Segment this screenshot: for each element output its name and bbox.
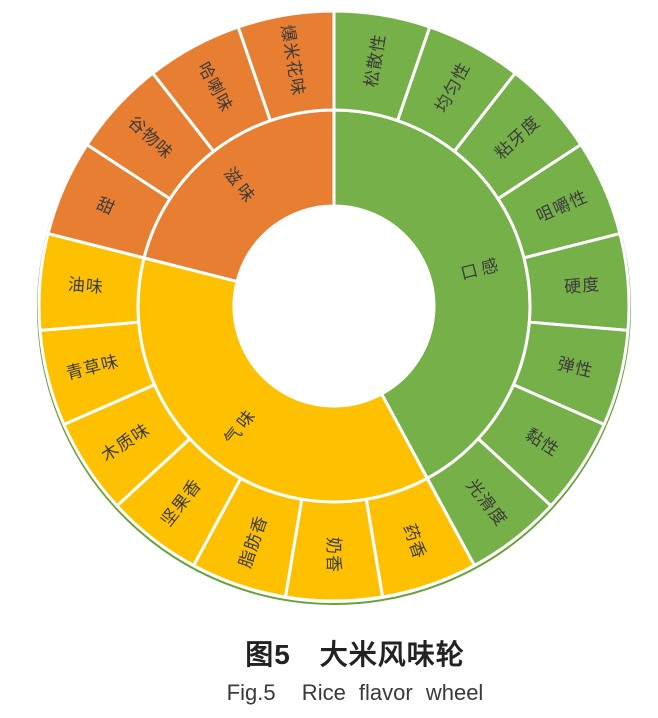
outer-segment-label: 硬度 — [563, 275, 600, 297]
figure-caption-en: Fig.5 Rice flavor wheel — [226, 679, 484, 705]
outer-segment-label: 奶香 — [324, 537, 343, 573]
outer-segment-label: 油味 — [67, 275, 104, 297]
figure-caption-zh: 图5 大米风味轮 — [245, 639, 465, 670]
sunburst-chart: 松散性 均匀性粘牙度咀嚼性硬度弹性黏性光滑度口感药香奶香脂肪香坚果香木质味青草味油… — [37, 9, 631, 605]
figure-caption: 图5 大米风味轮 Fig.5 Rice flavor wheel — [0, 639, 658, 705]
outer-ring-segment — [236, 9, 336, 123]
